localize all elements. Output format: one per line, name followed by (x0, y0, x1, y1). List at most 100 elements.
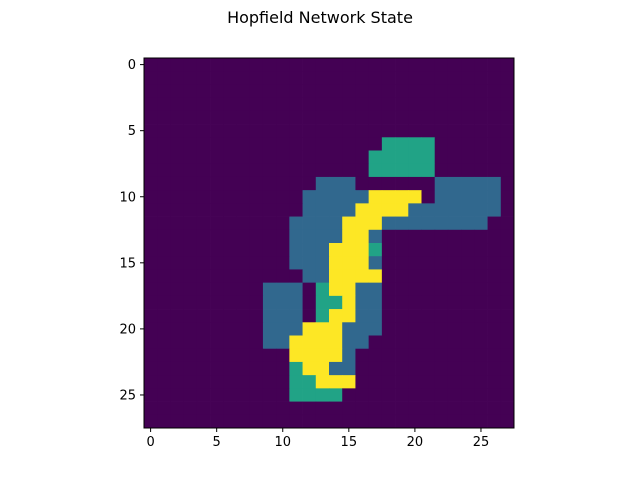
heatmap-cell (144, 71, 158, 85)
heatmap-cell (421, 150, 436, 165)
heatmap-cell (223, 348, 237, 363)
heatmap-cell (474, 309, 488, 323)
heatmap-cell (461, 110, 475, 125)
heatmap-cell (342, 282, 356, 297)
heatmap-cell (355, 295, 369, 310)
heatmap-cell (276, 335, 290, 350)
heatmap-cell (196, 58, 211, 72)
heatmap-cell (302, 71, 317, 85)
heatmap-cell (196, 256, 211, 270)
heatmap-cell (395, 124, 409, 138)
heatmap-cell (342, 309, 356, 323)
heatmap-cell (157, 110, 171, 125)
heatmap-cell (289, 58, 303, 72)
heatmap-cell (447, 361, 462, 376)
heatmap-cell (474, 335, 488, 350)
heatmap-cell (236, 282, 251, 297)
heatmap-cell (183, 163, 198, 178)
heatmap-cell (223, 203, 237, 217)
heatmap-cell (421, 414, 436, 429)
heatmap-cell (434, 150, 449, 165)
heatmap-cell (474, 137, 488, 151)
heatmap-cell (381, 295, 396, 310)
heatmap-cell (461, 401, 475, 416)
heatmap-cell (355, 282, 369, 297)
heatmap-cell (434, 348, 449, 363)
heatmap-cell (329, 309, 343, 323)
heatmap-cell (157, 295, 171, 310)
heatmap-cell (236, 269, 251, 283)
heatmap-cell (461, 309, 475, 323)
heatmap-cell (381, 203, 396, 217)
heatmap-cell (276, 137, 290, 151)
heatmap-cell (196, 375, 211, 389)
heatmap-cell (447, 124, 462, 138)
heatmap-cell (329, 414, 343, 429)
heatmap-cell (289, 256, 303, 270)
heatmap-cell (210, 269, 224, 283)
heatmap-cell (487, 401, 502, 416)
heatmap-cell (395, 110, 409, 125)
heatmap-cell (368, 176, 383, 191)
heatmap-cell (329, 58, 343, 72)
heatmap-cell (421, 176, 436, 191)
heatmap-cell (500, 176, 515, 191)
heatmap-cell (434, 84, 449, 98)
heatmap-cell (183, 229, 198, 244)
heatmap-cell (381, 414, 396, 429)
heatmap-cell (315, 256, 330, 270)
heatmap-cell (157, 203, 171, 217)
heatmap-cell (461, 216, 475, 231)
heatmap-cell (500, 190, 515, 204)
heatmap-cell (289, 322, 303, 336)
heatmap-cell (461, 124, 475, 138)
heatmap-cell (447, 243, 462, 257)
heatmap-cell (500, 335, 515, 350)
heatmap-cell (342, 335, 356, 350)
heatmap-cell (421, 361, 436, 376)
heatmap-cell (236, 97, 251, 112)
heatmap-cell (421, 216, 436, 231)
heatmap-cell (408, 375, 422, 389)
heatmap-cell (447, 163, 462, 178)
y-axis: 0 5 10 15 20 25 (119, 58, 144, 403)
heatmap-cell (421, 388, 436, 402)
heatmap-cell (421, 229, 436, 244)
heatmap-cell (434, 229, 449, 244)
heatmap-cell (196, 176, 211, 191)
heatmap-cell (210, 110, 224, 125)
heatmap-cell (474, 322, 488, 336)
heatmap-cell (170, 190, 184, 204)
heatmap-cell (236, 401, 251, 416)
heatmap-cell (302, 375, 317, 389)
heatmap-cell (381, 163, 396, 178)
heatmap-cell (289, 269, 303, 283)
heatmap-cell (342, 176, 356, 191)
heatmap-cell (329, 150, 343, 165)
y-tick-label: 0 (128, 58, 136, 73)
heatmap-cell (144, 414, 158, 429)
heatmap-cell (368, 124, 383, 138)
heatmap-cell (210, 190, 224, 204)
heatmap-cell (500, 124, 515, 138)
heatmap-cell (262, 150, 277, 165)
heatmap-cell (487, 190, 502, 204)
heatmap-cell (276, 243, 290, 257)
heatmap-cell (447, 71, 462, 85)
heatmap-cell (315, 388, 330, 402)
heatmap-cell (474, 414, 488, 429)
heatmap-cell (157, 401, 171, 416)
heatmap-cell (144, 203, 158, 217)
heatmap-cell (262, 71, 277, 85)
heatmap-cell (144, 375, 158, 389)
heatmap-cell (395, 269, 409, 283)
heatmap-cell (223, 124, 237, 138)
heatmap-cell (170, 282, 184, 297)
heatmap-cell (262, 97, 277, 112)
heatmap-cell (157, 388, 171, 402)
heatmap-cell (236, 84, 251, 98)
heatmap-cell (276, 414, 290, 429)
heatmap-cell (434, 322, 449, 336)
heatmap-cell (249, 375, 264, 389)
heatmap-cell (144, 124, 158, 138)
